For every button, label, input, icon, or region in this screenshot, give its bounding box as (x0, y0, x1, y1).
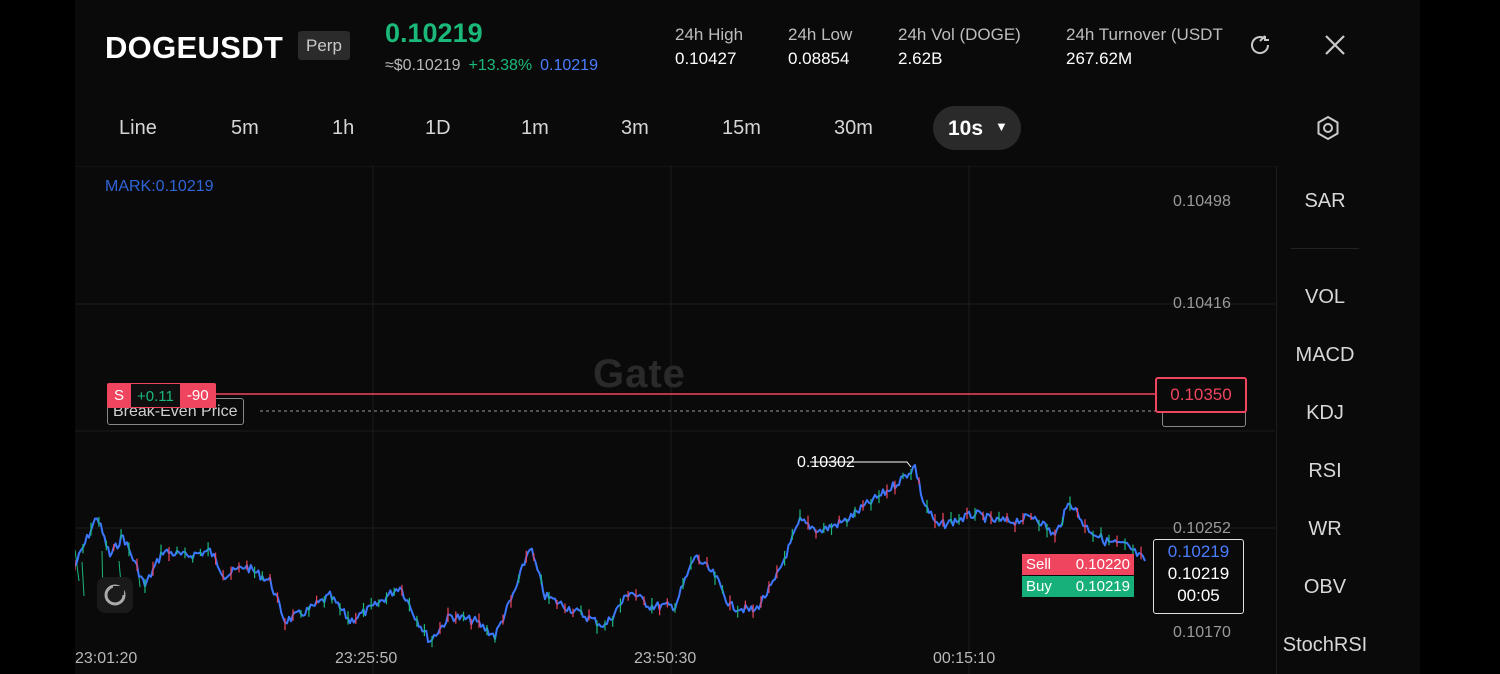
stat-label: 24h Vol (DOGE) (898, 25, 1021, 44)
y-tick-label: 0.10252 (1173, 520, 1231, 537)
indicator-vol[interactable]: VOL (1304, 286, 1346, 308)
tab-line[interactable]: Line (119, 117, 157, 139)
sell-label: Sell (1026, 556, 1052, 573)
chart-grid (75, 166, 1275, 674)
last-price: 0.10219 (385, 18, 483, 48)
gate-logo-icon (104, 584, 126, 606)
tab-3m[interactable]: 3m (621, 117, 649, 139)
indicator-toggle-button[interactable] (97, 577, 133, 613)
position-pnl: +0.11 (131, 383, 180, 408)
change-percent: +13.38% (468, 57, 533, 74)
tab-5m[interactable]: 5m (231, 117, 259, 139)
stat-value: 0.08854 (788, 49, 850, 68)
stat-value: 2.62B (898, 49, 943, 68)
indicator-macd[interactable]: MACD (1295, 344, 1355, 366)
x-tick-label: 00:15:10 (933, 650, 996, 667)
stat-24h-turnover: 24h Turnover (USDT 267.62M (1066, 25, 1238, 69)
buy-price-tag: Buy 0.10219 (1022, 576, 1134, 597)
x-tick-label: 23:50:30 (634, 650, 697, 667)
y-tick-label: 0.10416 (1173, 295, 1231, 312)
gate-watermark: Gate (593, 352, 686, 396)
rotate-screen-icon[interactable] (1248, 33, 1272, 62)
mark-price-label: MARK:0.10219 (105, 178, 214, 195)
stat-label: 24h High (675, 25, 744, 44)
symbol-title: DOGEUSDT (105, 30, 284, 65)
volume-ticks (75, 549, 141, 601)
chart-canvas (75, 166, 1275, 674)
contract-type-badge: Perp (298, 31, 350, 60)
indicator-divider (1291, 248, 1359, 249)
tab-1h[interactable]: 1h (332, 117, 355, 139)
x-tick-label: 23:25:50 (335, 650, 398, 667)
x-tick-label: 23:01:20 (75, 650, 138, 667)
high-marker-line (810, 461, 912, 468)
stat-24h-low: 24h Low 0.08854 (788, 25, 852, 69)
indicator-wr[interactable]: WR (1308, 518, 1342, 540)
position-tag[interactable]: S +0.11 -90 (107, 383, 216, 408)
current-mark-price: 0.10219 (1167, 542, 1230, 561)
candlestick-chart[interactable] (75, 166, 1275, 674)
tab-30m[interactable]: 30m (834, 117, 873, 139)
y-tick-label: 0.10498 (1173, 193, 1231, 210)
current-last-price: 0.10219 (1167, 564, 1230, 583)
indicator-stochrsi[interactable]: StochRSI (1282, 634, 1368, 656)
close-icon[interactable] (1324, 34, 1346, 61)
indicator-obv[interactable]: OBV (1303, 576, 1347, 598)
stat-24h-volume: 24h Vol (DOGE) 2.62B (898, 25, 1021, 69)
mark-price: 0.10219 (540, 57, 598, 74)
y-tick-label: 0.10170 (1173, 624, 1231, 641)
caret-down-icon: ▼ (995, 119, 1008, 134)
stat-label: 24h Turnover (USDT (1066, 25, 1223, 44)
usd-price: ≈$0.10219 (385, 57, 461, 74)
position-side: S (107, 383, 132, 408)
high-marker-label: 0.10302 (797, 454, 855, 471)
indicator-sar[interactable]: SAR (1304, 190, 1346, 212)
indicator-rsi[interactable]: RSI (1308, 460, 1342, 482)
price-series (75, 464, 1146, 644)
active-timeframe-label: 10s (948, 117, 984, 140)
candle-countdown: 00:05 (1177, 586, 1220, 605)
indicator-kdj[interactable]: KDJ (1306, 402, 1344, 424)
sell-price-tag: Sell 0.10220 (1022, 554, 1134, 575)
settings-gear-icon[interactable] (1315, 115, 1341, 146)
entry-price-tag[interactable]: 0.10350 (1155, 377, 1247, 413)
stat-label: 24h Low (788, 25, 853, 44)
stat-value: 0.10427 (675, 49, 737, 68)
indicator-panel: SAR VOL MACD KDJ RSI WR OBV StochRSI (1276, 166, 1372, 674)
tab-10s-dropdown[interactable]: 10s ▼ (933, 106, 1021, 150)
position-qty: -90 (179, 383, 216, 408)
candle-wicks (75, 469, 1142, 648)
tab-15m[interactable]: 15m (722, 117, 761, 139)
price-subline: ≈$0.10219 +13.38% 0.10219 (385, 57, 598, 75)
tab-1d[interactable]: 1D (425, 117, 451, 139)
stat-value: 267.62M (1066, 49, 1133, 68)
tab-1m[interactable]: 1m (521, 117, 549, 139)
sell-price: 0.10220 (1075, 556, 1130, 573)
buy-label: Buy (1026, 578, 1052, 595)
buy-price: 0.10219 (1075, 578, 1130, 595)
stat-24h-high: 24h High 0.10427 (675, 25, 743, 69)
current-price-box: 0.10219 0.10219 00:05 (1153, 539, 1244, 614)
